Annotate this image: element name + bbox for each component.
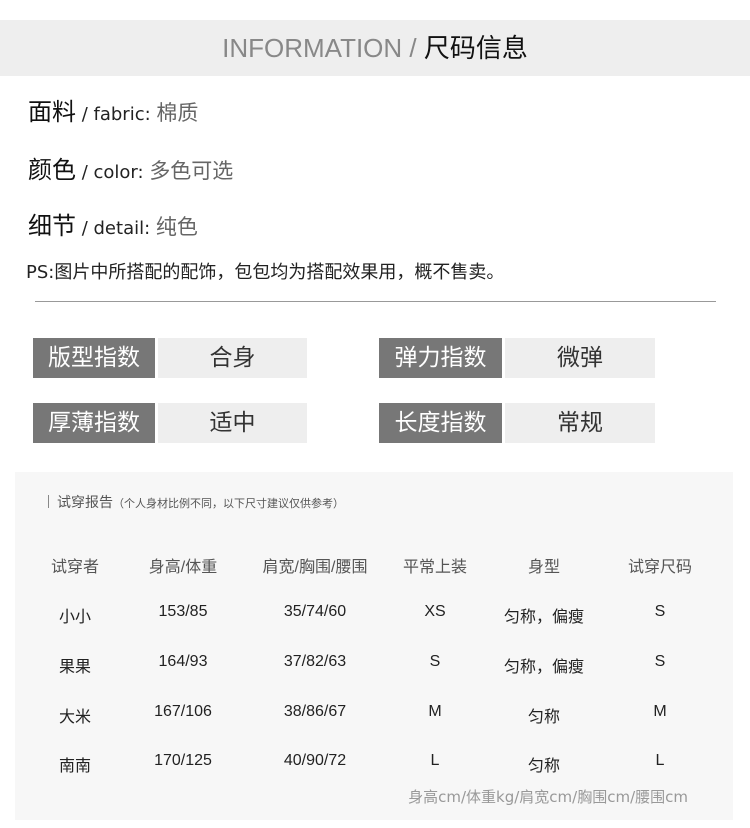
header-title-cn: 尺码信息 [423,34,528,64]
section-header: INFORMATION / 尺码信息 [0,20,750,76]
column-header: 平常上装 [402,559,468,576]
title-bar [48,495,49,508]
table-cell: 38/86/67 [283,703,347,720]
report-title-text: 试穿报告 [57,495,113,511]
table-cell: L [655,752,665,769]
table-cell: S [654,603,666,620]
table-cell: 37/82/63 [283,653,347,670]
column-header: 肩宽/胸围/腰围 [262,559,368,576]
table-cell: 170/125 [154,752,212,769]
report-title: 试穿报告（个人身材比例不同，以下尺寸建议仅供参考） [48,492,344,512]
info-value: 棉质 [156,101,199,125]
table-cell: 40/90/72 [283,752,347,769]
column-header: 试穿者 [50,559,100,576]
table-cell: 164/93 [158,653,208,670]
ps-note: PS:图片中所搭配的配饰，包包均为搭配效果用，概不售卖。 [26,262,505,283]
info-value: 纯色 [155,215,198,239]
table-cell: 匀称，偏瘦 [503,609,585,626]
info-sub: / fabric: [76,104,157,125]
info-value: 多色可选 [149,159,234,183]
column-header: 身型 [527,559,561,576]
index-label: 厚薄指数 [33,403,155,443]
info-sub: / color: [76,162,150,183]
header-title-en: INFORMATION / [222,33,424,63]
table-cell: 匀称，偏瘦 [503,659,585,676]
index-label: 版型指数 [33,338,155,378]
table-cell: 167/106 [154,703,212,720]
index-value: 常规 [505,403,655,443]
table-cell: 南南 [58,758,92,775]
column-header: 试穿尺码 [627,559,693,576]
info-fabric: 面料 / fabric: 棉质 [28,92,198,127]
table-cell: S [429,653,441,670]
index-value: 微弹 [505,338,655,378]
info-label: 面料 [28,98,76,126]
info-sub: / detail: [76,218,156,239]
table-cell: 35/74/60 [283,603,347,620]
table-cell: 匀称 [527,709,561,726]
info-label: 颜色 [28,156,76,184]
info-label: 细节 [28,212,76,240]
table-cell: 匀称 [527,758,561,775]
index-label: 长度指数 [379,403,502,443]
table-cell: 果果 [58,659,92,676]
info-detail: 细节 / detail: 纯色 [28,206,198,241]
table-cell: XS [424,603,446,620]
table-cell: 大米 [58,709,92,726]
report-note: （个人身材比例不同，以下尺寸建议仅供参考） [113,497,344,510]
fit-report-panel [15,472,733,820]
units-footnote: 身高cm/体重kg/肩宽cm/胸围cm/腰围cm [408,788,688,806]
divider [35,301,716,302]
table-cell: 153/85 [158,603,208,620]
table-cell: S [654,653,666,670]
table-cell: M [653,703,667,720]
column-header: 身高/体重 [148,559,218,576]
info-color: 颜色 / color: 多色可选 [28,150,233,185]
table-cell: 小小 [58,609,92,626]
index-label: 弹力指数 [379,338,502,378]
table-cell: M [428,703,442,720]
table-cell: L [430,752,440,769]
index-value: 合身 [158,338,307,378]
index-value: 适中 [158,403,307,443]
